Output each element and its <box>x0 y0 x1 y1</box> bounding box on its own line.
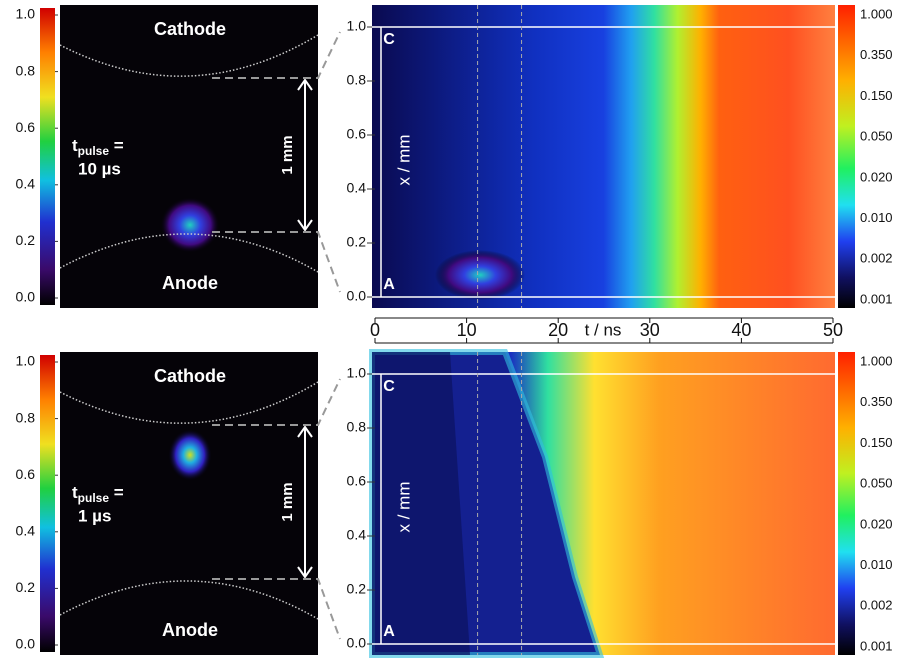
anode-corner: A <box>383 276 395 293</box>
cathode-edge <box>59 381 319 424</box>
colorbar-label: 0.050 <box>860 476 893 491</box>
anode-corner: A <box>383 623 395 640</box>
y-tick-label: 1.0 <box>347 18 367 34</box>
colorbar <box>40 355 55 652</box>
colorbar-tick-label: 1.0 <box>16 6 36 22</box>
x-tick-label: 0 <box>370 320 380 340</box>
colorbar-label: 0.001 <box>860 638 893 653</box>
colorbar-label: 0.350 <box>860 394 893 409</box>
colorbar-tick-label: 0.8 <box>16 409 36 425</box>
gap-arrow <box>297 78 313 232</box>
anode-label: Anode <box>162 620 218 640</box>
emission-spot <box>435 250 525 300</box>
x-tick-label: 50 <box>823 320 843 340</box>
colorbar-tick-label: 0.2 <box>16 579 36 595</box>
connector <box>212 31 341 293</box>
anode-label: Anode <box>162 273 218 293</box>
y-axis-label: x / mm <box>394 482 413 533</box>
y-tick-label: 0.8 <box>347 72 367 88</box>
dark-region <box>372 352 470 655</box>
colorbar-label: 0.002 <box>860 251 893 266</box>
emission-spot <box>160 197 220 253</box>
colorbar <box>838 352 855 655</box>
colorbar-tick-label: 0.0 <box>16 636 36 652</box>
pulse-symbol: t <box>72 483 78 502</box>
image <box>60 352 318 655</box>
y-tick-label: 0.2 <box>347 234 367 250</box>
colorbar <box>40 8 55 305</box>
pulse-symbol: t <box>72 136 78 155</box>
y-tick-label: 0.6 <box>347 126 367 142</box>
colorbar <box>838 5 855 308</box>
y-tick-label: 0.6 <box>347 473 367 489</box>
image <box>60 5 318 308</box>
colorbar-label: 0.010 <box>860 210 893 225</box>
colorbar-tick-label: 0.4 <box>16 523 36 539</box>
pulse-value: 1 µs <box>78 506 111 525</box>
colorbar-tick-label: 1.0 <box>16 353 36 369</box>
x-axis-label: t / ns <box>585 320 622 339</box>
colorbar-label: 1.000 <box>860 353 893 368</box>
gap-label: 1 mm <box>279 135 296 174</box>
x-tick-label: 10 <box>457 320 477 340</box>
colorbar-label: 0.050 <box>860 129 893 144</box>
colorbar-label: 0.002 <box>860 598 893 613</box>
x-tick-label: 20 <box>548 320 568 340</box>
y-tick-label: 0.8 <box>347 419 367 435</box>
colorbar-label: 0.020 <box>860 169 893 184</box>
y-tick-label: 1.0 <box>347 365 367 381</box>
cathode-label: Cathode <box>154 366 226 386</box>
x-tick-label: 40 <box>731 320 751 340</box>
gap-arrow <box>297 425 313 579</box>
x-tick-label: 30 <box>640 320 660 340</box>
y-tick-label: 0.2 <box>347 581 367 597</box>
pulse-value: 10 µs <box>78 159 121 178</box>
colorbar-tick-label: 0.4 <box>16 176 36 192</box>
cathode-corner: C <box>383 31 395 48</box>
colorbar-label: 0.020 <box>860 516 893 531</box>
colorbar-label: 0.350 <box>860 47 893 62</box>
colorbar-tick-label: 0.6 <box>16 119 36 135</box>
cathode-label: Cathode <box>154 19 226 39</box>
y-tick-label: 0.0 <box>347 288 367 304</box>
emission-spot <box>168 429 212 481</box>
cathode-corner: C <box>383 378 395 395</box>
colorbar-tick-label: 0.2 <box>16 232 36 248</box>
colorbar-label: 1.000 <box>860 6 893 21</box>
colorbar-label: 0.010 <box>860 557 893 572</box>
colorbar-tick-label: 0.0 <box>16 289 36 305</box>
cathode-edge <box>59 34 319 77</box>
colorbar-label: 0.001 <box>860 291 893 306</box>
connector <box>212 378 341 640</box>
pulse-subscript: pulse <box>78 144 110 158</box>
y-tick-label: 0.4 <box>347 180 367 196</box>
colorbar-label: 0.150 <box>860 88 893 103</box>
colorbar-tick-label: 0.8 <box>16 62 36 78</box>
gap-label: 1 mm <box>279 482 296 521</box>
y-axis-label: x / mm <box>394 135 413 186</box>
pulse-equals: = <box>109 136 124 155</box>
y-tick-label: 0.0 <box>347 635 367 651</box>
y-tick-label: 0.4 <box>347 527 367 543</box>
pulse-label: tpulse = <box>72 136 124 158</box>
pulse-equals: = <box>109 483 124 502</box>
pulse-label: tpulse = <box>72 483 124 505</box>
pulse-subscript: pulse <box>78 491 110 505</box>
colorbar-label: 0.150 <box>860 435 893 450</box>
colorbar-tick-label: 0.6 <box>16 466 36 482</box>
